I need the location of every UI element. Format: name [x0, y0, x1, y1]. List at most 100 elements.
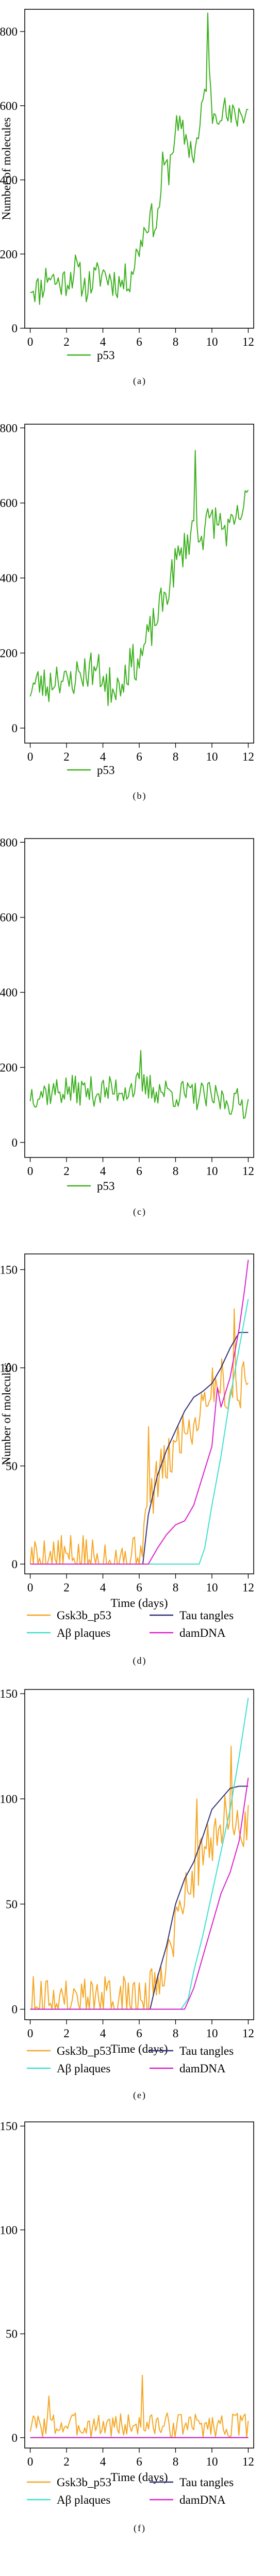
x-tick-label: 12: [242, 335, 254, 348]
x-tick-label: 2: [63, 1165, 70, 1178]
y-tick-label: 0: [12, 2432, 18, 2444]
series-line: [29, 1050, 249, 1119]
x-tick-label: 2: [63, 1581, 70, 1594]
x-tick-label: 0: [27, 335, 34, 348]
panel-caption: (f): [134, 2523, 146, 2534]
x-tick-label: 12: [242, 2455, 254, 2468]
y-tick-label: 100: [0, 2224, 18, 2236]
x-tick-label: 12: [242, 2027, 254, 2040]
x-tick-label: 0: [27, 750, 34, 763]
series-line: [30, 1746, 249, 2010]
x-tick-label: 12: [242, 750, 254, 763]
y-tick-label: 600: [0, 911, 18, 924]
y-axis-label: Number of molecules: [0, 1362, 13, 1465]
panel-caption: (d): [133, 1655, 147, 1666]
x-tick-label: 8: [173, 2027, 179, 2040]
x-tick-label: 10: [206, 2027, 218, 2040]
legend-label: Tau tangles: [179, 1609, 234, 1622]
legend-label: Gsk3b_p53: [57, 1609, 111, 1622]
y-tick-label: 800: [0, 836, 18, 849]
x-tick-label: 8: [173, 335, 179, 348]
legend-label: Tau tangles: [179, 2476, 234, 2489]
x-tick-label: 2: [63, 2455, 70, 2468]
y-tick-label: 0: [12, 2003, 18, 2016]
chart-panel: 0 2 4 6 8 10 12 0 50 100 150 Number of molecules Tim…: [0, 1253, 254, 1666]
plot-frame: [24, 424, 254, 744]
x-tick-label: 0: [27, 2455, 34, 2468]
y-tick-label: 400: [0, 174, 18, 187]
series-line: [29, 449, 249, 706]
y-tick-label: 0: [12, 1136, 18, 1149]
x-tick-label: 0: [27, 2027, 34, 2040]
legend-label: Gsk3b_p53: [57, 2044, 111, 2057]
panel-caption: (e): [133, 2090, 146, 2101]
x-tick-label: 8: [173, 1581, 179, 1594]
x-tick-label: 2: [63, 750, 70, 763]
y-tick-label: 800: [0, 25, 18, 38]
series-line: [30, 12, 249, 305]
chart-panel: 0 2 4 6 8 10 12 0 200 400 600 800 p53 (b): [0, 422, 254, 801]
series-line: [29, 2375, 249, 2438]
y-tick-label: 150: [0, 1687, 18, 1700]
series-line: [30, 1260, 249, 1565]
x-tick-label: 10: [206, 2455, 218, 2468]
y-tick-label: 50: [6, 1460, 18, 1473]
x-tick-label: 6: [136, 750, 142, 763]
x-tick-label: 10: [206, 335, 218, 348]
plot-frame: [24, 1689, 254, 2020]
x-tick-label: 2: [63, 2027, 70, 2040]
y-tick-label: 50: [6, 1898, 18, 1911]
x-tick-label: 4: [100, 1165, 106, 1178]
x-tick-label: 4: [100, 2455, 106, 2468]
x-tick-label: 12: [242, 1165, 254, 1178]
plot-frame: [24, 1253, 254, 1574]
legend-label: p53: [97, 1180, 115, 1193]
y-tick-label: 800: [0, 422, 18, 434]
x-tick-label: 4: [100, 2027, 106, 2040]
x-axis-label: Time (days): [111, 1597, 168, 1609]
y-tick-label: 0: [12, 322, 18, 335]
y-tick-label: 150: [0, 1263, 18, 1276]
x-tick-label: 12: [242, 1581, 254, 1594]
x-tick-label: 4: [100, 335, 106, 348]
panel-caption: (a): [133, 376, 146, 387]
x-tick-label: 4: [100, 750, 106, 763]
x-tick-label: 6: [136, 335, 142, 348]
y-tick-label: 100: [0, 1793, 18, 1806]
y-tick-label: 400: [0, 572, 18, 585]
y-tick-label: 200: [0, 647, 18, 660]
legend-label: Gsk3b_p53: [57, 2476, 111, 2489]
x-tick-label: 4: [100, 1581, 106, 1594]
y-tick-label: 0: [12, 722, 18, 735]
legend-label: Aβ plaques: [57, 1627, 110, 1639]
plot-frame: [24, 838, 254, 1158]
legend-label: damDNA: [179, 2493, 226, 2506]
series-line: [30, 1778, 249, 2010]
panel-caption: (b): [133, 791, 147, 801]
y-tick-label: 600: [0, 100, 18, 112]
legend-label: Aβ plaques: [57, 2062, 110, 2075]
series-line: [30, 1698, 249, 2010]
y-tick-label: 200: [0, 1061, 18, 1074]
series-line: [30, 1299, 249, 1565]
x-tick-label: 10: [206, 1581, 218, 1594]
x-tick-label: 0: [27, 1581, 34, 1594]
y-tick-label: 150: [0, 2120, 18, 2133]
y-tick-label: 600: [0, 497, 18, 510]
y-tick-label: 100: [0, 1362, 18, 1375]
x-tick-label: 6: [136, 2455, 142, 2468]
series-line: [30, 1332, 249, 1565]
x-tick-label: 8: [173, 2455, 179, 2468]
legend-label: p53: [97, 764, 115, 777]
x-tick-label: 10: [206, 750, 218, 763]
plot-frame: [24, 2121, 254, 2449]
y-axis-label: Number of molecules: [0, 117, 13, 220]
y-tick-label: 200: [0, 248, 18, 261]
x-tick-label: 8: [173, 750, 179, 763]
x-tick-label: 6: [136, 2027, 142, 2040]
x-tick-label: 0: [27, 1165, 34, 1178]
chart-panel: 0 2 4 6 8 10 12 0 200 400 600 800 p53 (c): [0, 836, 254, 1217]
legend-label: p53: [97, 349, 115, 362]
